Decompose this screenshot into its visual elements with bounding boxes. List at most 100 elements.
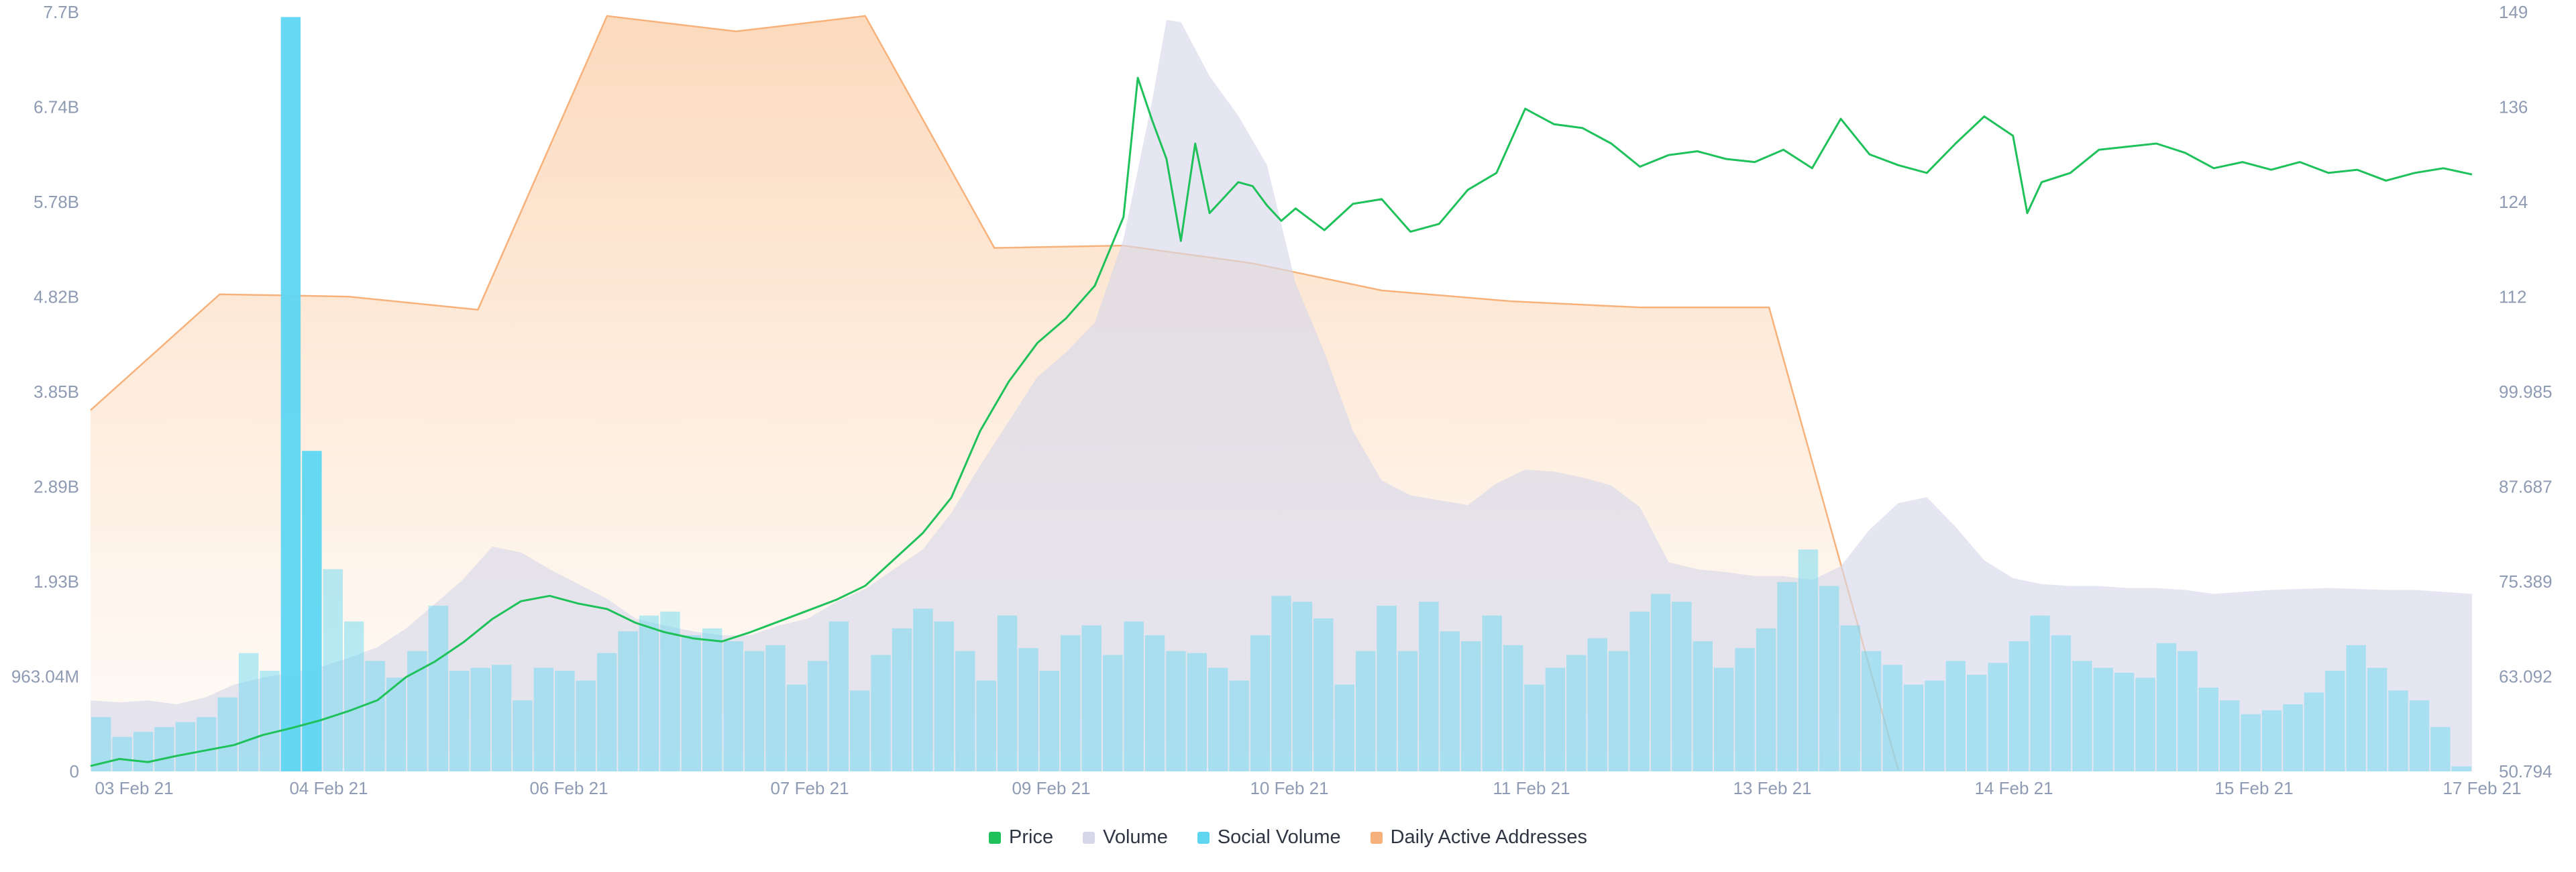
social-volume-bar[interactable] xyxy=(576,680,596,771)
social-volume-bar[interactable] xyxy=(133,732,154,771)
social-volume-bar[interactable] xyxy=(1103,655,1123,772)
social-volume-bar[interactable] xyxy=(2325,671,2345,771)
social-volume-bar[interactable] xyxy=(365,661,385,771)
legend-item-daily-active-addresses[interactable]: Daily Active Addresses xyxy=(1370,826,1587,849)
social-volume-bar[interactable] xyxy=(2261,710,2282,771)
social-volume-bar[interactable] xyxy=(2409,700,2430,771)
social-volume-bar[interactable] xyxy=(1334,684,1354,771)
social-volume-bar[interactable] xyxy=(702,628,722,771)
social-volume-bar[interactable] xyxy=(997,615,1018,771)
social-volume-bar[interactable] xyxy=(2051,635,2072,771)
social-volume-bar[interactable] xyxy=(1988,663,2008,771)
social-volume-bar[interactable] xyxy=(1903,684,1924,771)
social-volume-bar[interactable] xyxy=(513,700,533,771)
social-volume-bar[interactable] xyxy=(1313,618,1334,771)
social-volume-bar[interactable] xyxy=(1229,680,1249,771)
social-volume-bar[interactable] xyxy=(808,661,828,771)
social-volume-bar[interactable] xyxy=(955,651,975,771)
legend-item-price[interactable]: Price xyxy=(989,826,1053,849)
legend-item-social-volume[interactable]: Social Volume xyxy=(1197,826,1341,849)
social-volume-bar[interactable] xyxy=(1650,594,1671,771)
social-volume-bar[interactable] xyxy=(1081,625,1102,771)
social-volume-bar[interactable] xyxy=(871,655,891,772)
social-volume-bar[interactable] xyxy=(2072,661,2092,771)
social-volume-bar[interactable] xyxy=(639,615,659,771)
social-volume-bar[interactable] xyxy=(1018,648,1038,771)
social-volume-bar[interactable] xyxy=(1777,582,1797,771)
social-volume-bar[interactable] xyxy=(976,680,996,771)
social-volume-bar[interactable] xyxy=(1187,653,1207,771)
social-volume-bar[interactable] xyxy=(2135,677,2155,771)
social-volume-bar[interactable] xyxy=(1271,596,1291,771)
social-volume-bar[interactable] xyxy=(1124,621,1144,772)
social-volume-bar[interactable] xyxy=(1208,667,1228,771)
social-volume-bar[interactable] xyxy=(302,451,322,771)
social-volume-bar[interactable] xyxy=(238,653,259,771)
social-volume-bar[interactable] xyxy=(1397,651,1418,771)
social-volume-bar[interactable] xyxy=(1144,635,1165,771)
social-volume-bar[interactable] xyxy=(1882,665,1902,771)
social-volume-bar[interactable] xyxy=(2283,704,2303,771)
social-volume-bar[interactable] xyxy=(1292,602,1313,771)
social-volume-bar[interactable] xyxy=(765,645,786,771)
social-volume-bar[interactable] xyxy=(913,608,933,771)
social-volume-bar[interactable] xyxy=(1039,671,1060,771)
social-volume-bar[interactable] xyxy=(1945,661,1966,771)
social-volume-bar[interactable] xyxy=(2030,615,2050,771)
social-volume-bar[interactable] xyxy=(1714,667,1734,771)
social-volume-bar[interactable] xyxy=(1377,606,1397,771)
social-volume-bar[interactable] xyxy=(934,621,954,772)
social-volume-bar[interactable] xyxy=(407,651,427,771)
social-volume-bar[interactable] xyxy=(1587,638,1607,772)
social-volume-bar[interactable] xyxy=(2346,645,2366,771)
social-volume-bar[interactable] xyxy=(1693,641,1713,771)
social-volume-bar[interactable] xyxy=(1608,651,1629,771)
social-volume-bar[interactable] xyxy=(2156,643,2177,771)
social-volume-bar[interactable] xyxy=(386,677,407,771)
social-volume-bar[interactable] xyxy=(197,717,217,771)
social-volume-bar[interactable] xyxy=(1967,674,1987,771)
social-volume-bar[interactable] xyxy=(344,621,364,772)
social-volume-bar[interactable] xyxy=(1861,651,1882,771)
social-volume-bar[interactable] xyxy=(892,628,912,771)
social-volume-bar[interactable] xyxy=(533,667,554,771)
social-volume-bar[interactable] xyxy=(280,17,301,771)
legend-item-volume[interactable]: Volume xyxy=(1083,826,1168,849)
social-volume-bar[interactable] xyxy=(1545,667,1566,771)
social-volume-bar[interactable] xyxy=(2241,714,2261,771)
social-volume-bar[interactable] xyxy=(1819,586,1839,771)
social-volume-bar[interactable] xyxy=(1461,641,1481,771)
social-volume-bar[interactable] xyxy=(175,722,196,772)
social-volume-bar[interactable] xyxy=(1524,684,1544,771)
social-volume-bar[interactable] xyxy=(2451,766,2471,771)
social-volume-bar[interactable] xyxy=(786,684,807,771)
social-volume-bar[interactable] xyxy=(1925,680,1945,771)
social-volume-bar[interactable] xyxy=(2220,700,2240,771)
social-volume-bar[interactable] xyxy=(1566,655,1587,772)
social-volume-bar[interactable] xyxy=(1756,628,1776,771)
social-volume-bar[interactable] xyxy=(2304,692,2324,771)
social-volume-bar[interactable] xyxy=(744,651,765,771)
social-volume-bar[interactable] xyxy=(1166,651,1186,771)
social-volume-bar[interactable] xyxy=(723,641,743,771)
social-volume-bar[interactable] xyxy=(2093,667,2113,771)
social-volume-bar[interactable] xyxy=(428,606,449,771)
social-volume-bar[interactable] xyxy=(850,690,870,771)
social-volume-bar[interactable] xyxy=(260,671,280,771)
social-volume-bar[interactable] xyxy=(2114,673,2135,771)
social-volume-bar[interactable] xyxy=(1503,645,1523,771)
social-volume-bar[interactable] xyxy=(112,737,132,772)
social-volume-bar[interactable] xyxy=(1672,602,1692,771)
social-volume-bar[interactable] xyxy=(2008,641,2029,771)
social-volume-bar[interactable] xyxy=(1356,651,1376,771)
social-volume-bar[interactable] xyxy=(2178,651,2198,771)
social-volume-bar[interactable] xyxy=(2367,667,2387,771)
social-volume-bar[interactable] xyxy=(470,667,490,771)
social-volume-bar[interactable] xyxy=(1735,648,1755,771)
social-volume-bar[interactable] xyxy=(323,569,343,771)
social-volume-bar[interactable] xyxy=(1440,631,1460,771)
social-volume-bar[interactable] xyxy=(681,635,701,771)
social-volume-bar[interactable] xyxy=(555,671,575,771)
social-volume-bar[interactable] xyxy=(1629,611,1650,771)
